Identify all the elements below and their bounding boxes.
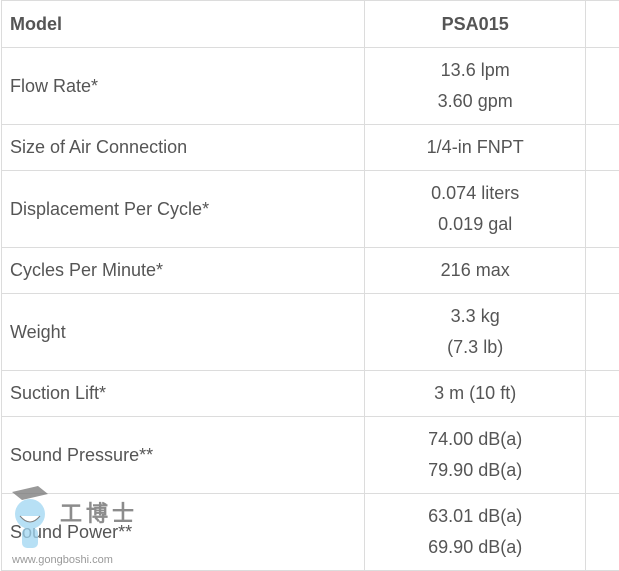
row-label: Size of Air Connection [2,125,365,171]
row-label: Flow Rate* [2,48,365,125]
value-line: 3.60 gpm [373,86,577,117]
row-label: Cycles Per Minute* [2,248,365,294]
value-line: 79.90 dB(a) [373,455,577,486]
row-value: 3.3 kg(7.3 lb) [365,294,586,371]
row-value: 63.01 dB(a)69.90 dB(a) [365,494,586,571]
watermark-logo: 工博士 www.gongboshi.com [8,484,158,564]
row-label: Weight [2,294,365,371]
empty-cell [586,248,619,294]
header-row: Model PSA015 [2,1,619,48]
table-row: Sound Pressure**74.00 dB(a)79.90 dB(a) [2,417,619,494]
empty-cell [586,125,619,171]
value-line: 69.90 dB(a) [373,532,577,563]
empty-cell [586,371,619,417]
value-line: 0.074 liters [373,178,577,209]
value-line: 3 m (10 ft) [373,378,577,409]
value-line: 1/4-in FNPT [373,132,577,163]
value-line: 3.3 kg [373,301,577,332]
header-label: Model [2,1,365,48]
table-row: Suction Lift* 3 m (10 ft) [2,371,619,417]
value-line: 63.01 dB(a) [373,501,577,532]
row-label: Suction Lift* [2,371,365,417]
watermark-url: www.gongboshi.com [12,554,113,566]
row-label: Displacement Per Cycle* [2,171,365,248]
value-line: 0.019 gal [373,209,577,240]
empty-cell [586,48,619,125]
header-model: PSA015 [365,1,586,48]
row-value: 216 max [365,248,586,294]
row-value: 3 m (10 ft) [365,371,586,417]
empty-cell [586,294,619,371]
empty-cell [586,171,619,248]
value-line: (7.3 lb) [373,332,577,363]
empty-cell [586,494,619,571]
table-row: Cycles Per Minute* 216 max [2,248,619,294]
value-line: 13.6 lpm [373,55,577,86]
row-label: Sound Pressure** [2,417,365,494]
empty-cell [586,417,619,494]
row-value: 74.00 dB(a)79.90 dB(a) [365,417,586,494]
watermark-brand: 工博士 [60,496,138,528]
row-value: 1/4-in FNPT [365,125,586,171]
value-line: 74.00 dB(a) [373,424,577,455]
value-line: 216 max [373,255,577,286]
mascot-icon [8,484,58,554]
empty-cell [586,1,619,48]
table-row: Size of Air Connection 1/4-in FNPT [2,125,619,171]
